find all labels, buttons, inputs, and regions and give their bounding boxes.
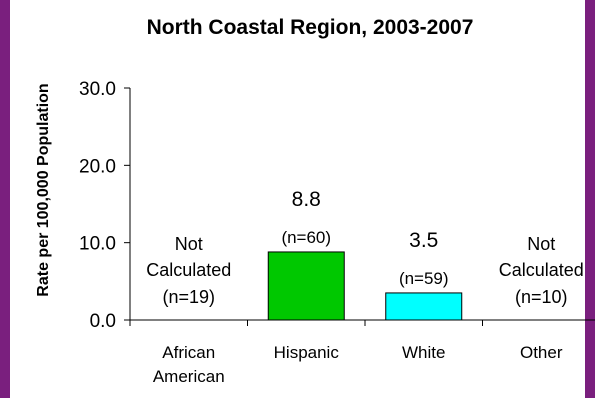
x-category-label: African [162,343,215,362]
y-tick-label: 10.0 [79,234,116,255]
y-tick-label: 0.0 [90,311,116,332]
y-tick-label: 20.0 [79,156,116,177]
value-label: 3.5 [409,229,438,252]
bar-chart: North Coastal Region, 2003-2007 Rate per… [10,0,595,398]
y-axis-label: Rate per 100,000 Population [35,83,52,296]
chart-title: North Coastal Region, 2003-2007 [147,16,474,39]
labels: African American Not Calculated (n=19) Hispan… [146,188,584,386]
n-label: (n=59) [399,269,449,288]
not-calculated-label: Calculated [146,260,231,280]
value-label: 8.8 [292,188,321,211]
n-label: (n=19) [162,287,215,307]
bar [268,252,344,320]
n-label: (n=10) [515,287,568,307]
not-calculated-label: Calculated [499,260,584,280]
bar [386,293,462,320]
x-category-label: White [402,343,445,362]
n-label: (n=60) [281,228,331,247]
x-category-label: American [153,367,225,386]
y-tick-label: 30.0 [79,79,116,100]
not-calculated-label: Not [175,234,203,254]
not-calculated-label: Not [527,234,555,254]
x-category-label: Hispanic [274,343,340,362]
x-category-label: Other [520,343,563,362]
